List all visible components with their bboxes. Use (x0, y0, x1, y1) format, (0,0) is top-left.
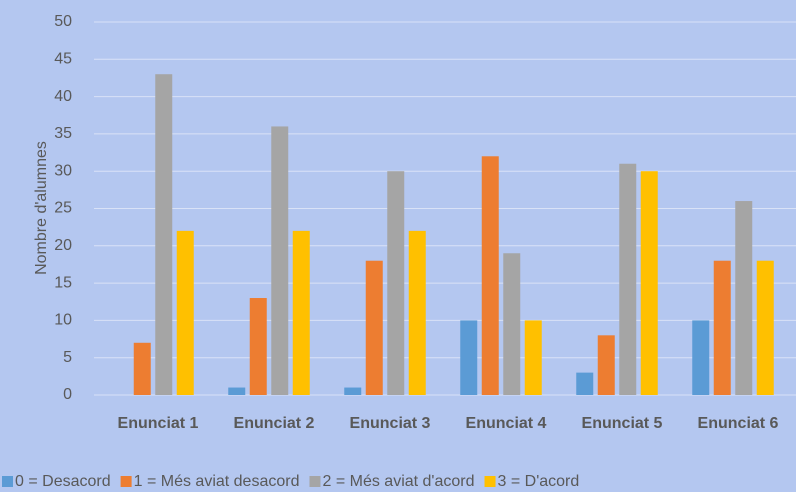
y-tick-label: 50 (54, 13, 72, 30)
x-tick-label: Enunciat 6 (698, 415, 779, 432)
bar (524, 320, 542, 395)
legend-label: 3 = D'acord (498, 473, 580, 490)
legend-swatch (2, 476, 13, 487)
legend-swatch (309, 476, 321, 487)
y-tick-label: 25 (54, 200, 72, 217)
x-tick-label: Enunciat 4 (466, 415, 547, 432)
legend-swatch (484, 476, 496, 487)
y-tick-label: 20 (54, 237, 72, 254)
legend-label: 2 = Més aviat d'acord (322, 473, 474, 490)
bar (576, 372, 594, 395)
bar (133, 342, 151, 395)
legend-swatch (120, 476, 132, 487)
y-tick-label: 10 (54, 312, 72, 329)
y-tick-label: 30 (54, 162, 72, 179)
bar (387, 171, 405, 395)
x-tick-label: Enunciat 1 (118, 415, 199, 432)
y-tick-label: 35 (54, 125, 72, 142)
bar (640, 171, 658, 395)
bar (365, 260, 383, 395)
bar (713, 260, 731, 395)
y-tick-label: 5 (63, 349, 72, 366)
bar (344, 387, 362, 395)
legend-label: 0 = Desacord (15, 473, 111, 490)
bar (176, 230, 194, 395)
y-tick-label: 15 (54, 274, 72, 291)
y-tick-label: 0 (63, 386, 72, 403)
x-tick-label: Enunciat 3 (350, 415, 431, 432)
bar (597, 335, 615, 395)
bar (271, 126, 289, 395)
x-tick-label: Enunciat 2 (234, 415, 315, 432)
y-tick-label: 45 (54, 51, 72, 68)
bar (460, 320, 478, 395)
bar (619, 163, 637, 395)
bar (735, 201, 753, 395)
bar (249, 298, 267, 395)
y-tick-label: 40 (54, 88, 72, 105)
bar (481, 156, 499, 395)
bar (228, 387, 246, 395)
bar (292, 230, 310, 395)
bar (692, 320, 710, 395)
y-axis-title: Nombre d'alumnes (33, 141, 50, 275)
bar (408, 230, 426, 395)
bar (155, 74, 173, 395)
legend-label: 1 = Més aviat desacord (134, 473, 300, 490)
bar (503, 253, 521, 395)
bar (756, 260, 774, 395)
x-tick-label: Enunciat 5 (582, 415, 663, 432)
